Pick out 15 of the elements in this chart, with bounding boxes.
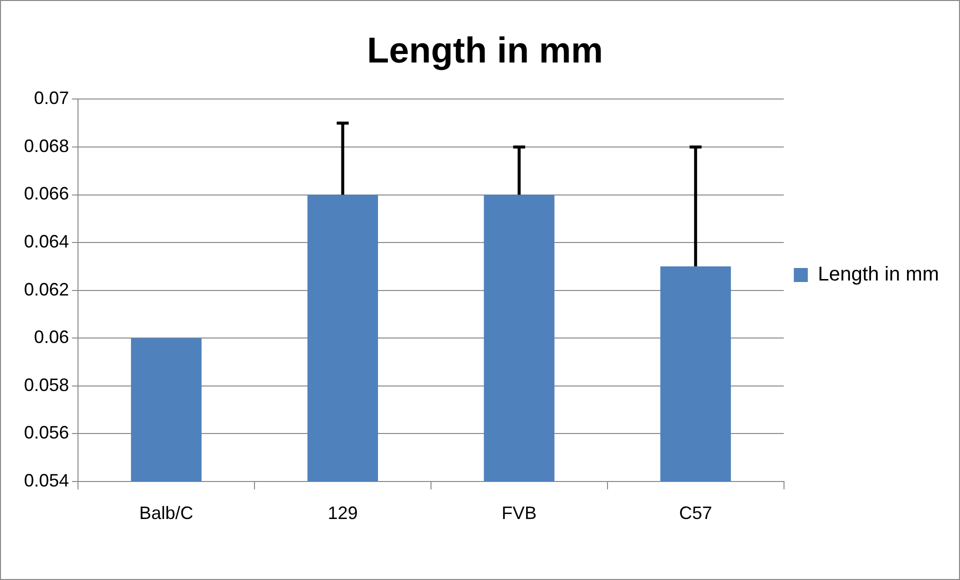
legend-label: Length in mm <box>818 264 939 286</box>
x-tick-label: C57 <box>679 503 712 524</box>
y-tick-label: 0.068 <box>24 136 70 156</box>
y-tick-label: 0.058 <box>24 374 70 395</box>
y-tick-label: 0.066 <box>24 184 70 204</box>
x-tick-label: Balb/C <box>139 503 194 524</box>
x-tick-label: FVB <box>502 503 537 524</box>
y-tick-label: 0.056 <box>24 422 70 443</box>
chart-title: Length in mm <box>367 30 603 71</box>
y-tick-label: 0.064 <box>24 231 70 252</box>
y-tick-label: 0.07 <box>34 88 70 108</box>
y-tick-label: 0.062 <box>24 279 70 300</box>
y-tick-label: 0.054 <box>24 470 70 490</box>
y-tick-label: 0.06 <box>34 327 70 348</box>
x-tick-label: 129 <box>328 503 358 524</box>
